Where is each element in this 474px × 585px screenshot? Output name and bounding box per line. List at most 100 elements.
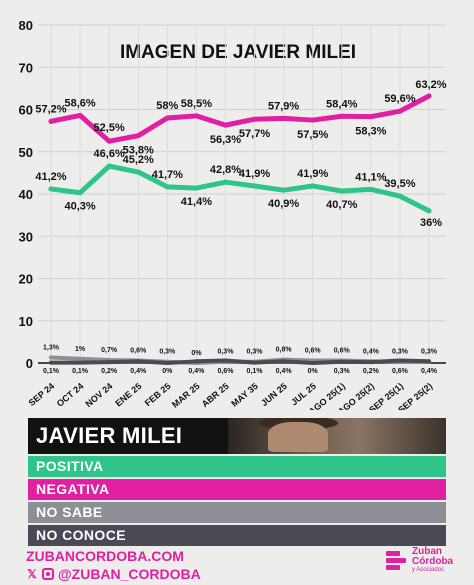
data-label: 41,9% [239, 168, 270, 180]
y-tick-label: 20 [19, 272, 33, 287]
data-label: 41,9% [297, 168, 328, 180]
brand-tagline: y Asociados [412, 567, 445, 573]
legend-header: JAVIER MILEI [28, 418, 446, 454]
data-label: 57,5% [297, 129, 328, 141]
data-point [281, 359, 286, 364]
data-point [222, 122, 228, 128]
data-label: 59,6% [384, 93, 415, 105]
data-point [194, 359, 199, 364]
data-label: 58,5% [181, 98, 212, 110]
social-handle[interactable]: @ZUBAN_CORDOBA [58, 566, 201, 582]
data-label: 0,6% [217, 368, 234, 375]
legend-item-positiva: POSITIVA [28, 456, 446, 477]
data-point [252, 360, 257, 365]
data-label: 41,2% [35, 171, 66, 183]
data-label: 0,3% [217, 349, 234, 356]
data-point [77, 112, 83, 118]
x-tick-label: MAR 25 [170, 381, 202, 410]
data-point [252, 183, 258, 189]
data-point [368, 360, 373, 365]
data-point [397, 193, 403, 199]
data-label: 40,3% [64, 201, 95, 213]
data-point [135, 133, 141, 139]
data-point [48, 118, 54, 124]
chart-title: IMAGEN DE JAVIER MILEI [120, 42, 356, 63]
data-point [222, 179, 228, 185]
data-label: 58,3% [355, 126, 386, 138]
data-label: 58% [156, 100, 178, 112]
series-line-negativa [48, 93, 432, 144]
data-label: 0,3% [159, 349, 176, 356]
y-tick-label: 0 [26, 356, 33, 371]
data-label: 1,3% [43, 345, 60, 352]
data-point [223, 358, 228, 363]
legend-item-negativa: NEGATIVA [28, 479, 446, 500]
data-label: 53,8% [123, 145, 154, 157]
data-point [48, 186, 54, 192]
data-label: 36% [420, 217, 442, 229]
data-label: 41,1% [355, 171, 386, 183]
instagram-icon[interactable] [42, 568, 54, 580]
brand-logo: Zuban Córdoba y Asociados [386, 547, 453, 574]
data-label: 57,2% [35, 103, 66, 115]
data-label: 56,3% [210, 134, 241, 146]
data-label: 0% [191, 350, 202, 357]
data-point [78, 360, 83, 365]
series-line-no-conoce [49, 358, 431, 365]
x-tick-label: JUN 25 [259, 381, 289, 408]
data-label: 0,2% [101, 368, 118, 375]
brand-name-line1: Zuban [412, 546, 442, 557]
data-point [339, 188, 345, 194]
data-label: 0,7% [101, 347, 118, 354]
data-point [310, 117, 316, 123]
data-labels: 57,2%58,6% 52,5% 53,8% 58% 58,5% 56,3%57,7% 57… [35, 79, 446, 375]
data-point [49, 355, 53, 360]
data-label: 0,4% [188, 368, 205, 375]
data-point [106, 138, 112, 144]
legend-title: JAVIER MILEI [36, 423, 183, 448]
x-tick-label: MAY 35 [229, 381, 260, 409]
portrait-photo [228, 418, 446, 454]
data-point [310, 361, 315, 365]
brand-mark-icon [386, 549, 408, 573]
website-link[interactable]: ZUBANCORDOBA.COM [26, 548, 184, 564]
legend-item-no-sabe: NO SABE [28, 502, 446, 523]
data-label: 0,8% [276, 347, 293, 354]
data-point [427, 359, 431, 364]
data-label: 39,5% [384, 178, 415, 190]
data-point [193, 113, 199, 119]
data-label: 0,3% [421, 349, 438, 356]
data-point [397, 358, 402, 363]
y-axis-ticks: 0 10 20 30 40 50 60 70 80 [19, 18, 33, 371]
data-label: 40,7% [326, 199, 357, 211]
data-label: 0% [308, 368, 319, 375]
data-label: 0,6% [334, 347, 351, 354]
data-label: 0,6% [392, 368, 409, 375]
data-label: 0,6% [305, 347, 322, 354]
data-label: 0% [162, 368, 173, 375]
data-label: 0,4% [130, 368, 147, 375]
social-handle-row: 𝕏 @ZUBAN_CORDOBA [26, 566, 201, 582]
data-label: 0,4% [276, 368, 293, 375]
data-label: 1% [75, 346, 86, 353]
data-label: 58,4% [326, 98, 357, 110]
data-label: 0,4% [363, 348, 380, 355]
data-point [426, 93, 432, 99]
data-point [368, 114, 374, 120]
data-label: 0,1% [72, 368, 89, 375]
data-label: 0,3% [247, 349, 264, 356]
data-label: 0,1% [247, 368, 264, 375]
y-tick-label: 60 [19, 103, 33, 118]
data-label: 57,9% [268, 100, 299, 112]
data-label: 45,2% [123, 154, 154, 166]
data-point [339, 113, 345, 119]
data-point [164, 115, 170, 121]
data-point [281, 187, 287, 193]
x-icon[interactable]: 𝕏 [27, 567, 37, 581]
data-label: 0,1% [43, 368, 60, 375]
data-point [368, 186, 374, 192]
data-label: 0,3% [392, 349, 409, 356]
data-point [165, 361, 170, 365]
footer: ZUBANCORDOBA.COM 𝕏 @ZUBAN_CORDOBA [26, 548, 201, 582]
